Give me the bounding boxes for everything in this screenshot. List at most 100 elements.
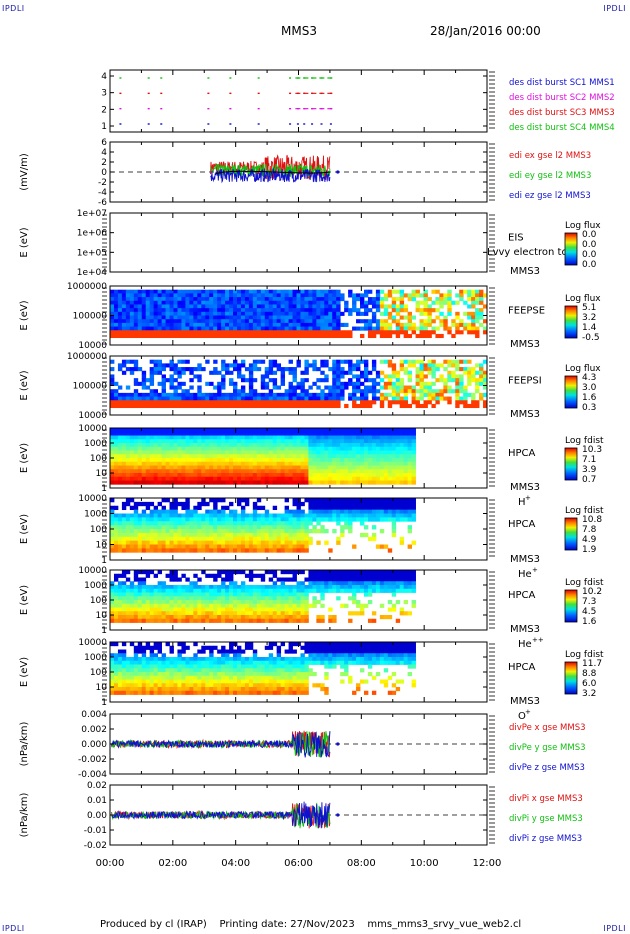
spectrogram-cell [145,603,151,608]
spectrogram-cell [272,469,278,474]
spectrogram-cell [244,330,250,335]
spectrogram-cell [137,450,143,455]
spectrogram-cell [205,297,210,302]
spectrogram-cell [332,389,337,394]
spectrogram-cell [189,596,194,601]
spectrogram-cell [189,585,194,590]
spectrogram-cell [304,521,309,526]
spectrogram-cell [479,392,484,397]
spectrogram-cell [229,544,234,549]
spectrogram-cell [324,297,329,302]
spectrogram-cell [133,333,139,339]
spectrogram-cell [240,529,246,534]
spectrogram-cell [403,308,409,313]
spectrogram-cell [419,389,424,394]
spectrogram-cell [165,403,170,409]
spectrogram-cell [213,536,218,542]
spectrogram-cell [193,454,198,459]
spectrogram-cell [387,446,393,451]
spectrogram-cell [173,577,178,582]
spectrogram-cell [316,461,321,466]
spectrogram-cell [165,400,170,405]
spectrogram-cell [240,297,246,302]
spectrogram-cell [336,389,341,394]
spectrogram-cell [240,480,246,485]
spectrogram-cell [284,596,289,601]
spectrogram-cell [399,315,405,320]
spectrogram-cell [268,618,274,623]
spectrogram-cell [169,326,174,331]
spectrogram-cell [300,615,305,620]
spectrogram-cell [193,443,198,448]
spectrogram-cell [149,304,155,309]
spectrogram-cell [304,363,309,368]
spectrogram-cell [213,297,218,302]
spectrogram-cell [367,378,373,383]
species-label: H [518,497,526,508]
spectrogram-cell [411,473,416,478]
spectrogram-cell [375,454,381,459]
spectrogram-cell [280,443,286,448]
spectrogram-cell [233,548,238,553]
spectrogram-cell [205,443,210,448]
spectrogram-cell [439,311,444,316]
spectrogram-cell [209,611,214,616]
spectrogram-cell [121,611,127,616]
spectrogram-cell [328,315,333,320]
spectrogram-cell [225,311,230,316]
colorbar-tick-label: 0.0 [582,260,597,270]
spectrogram-cell [431,403,436,409]
spectrogram-cell [133,439,139,444]
spectrogram-cell [205,521,210,526]
spectrogram-cell [288,480,293,485]
spectrogram-cell [193,592,198,597]
spectrogram-cell [213,304,218,309]
spectrogram-cell [411,289,416,294]
spectrogram-cell [209,370,214,375]
spectrogram-cell [304,469,309,474]
spectrogram-cell [225,333,230,339]
spectrogram-cell [113,532,119,538]
spectrogram-cell [236,367,242,372]
spectrogram-cell [149,611,155,616]
spectrogram-cell [177,517,182,522]
spectrogram-cell [387,381,393,386]
spectrogram-cell [110,322,115,327]
spectrogram-cell [113,322,119,327]
spectrogram-cell [371,392,377,397]
spectrogram-cell [129,293,135,298]
spectrogram-cell [217,618,222,623]
spectrogram-cell [165,293,170,298]
spectrogram-cell [356,363,361,368]
spectrogram-cell [121,297,127,302]
spectrogram-cell [157,315,162,320]
spectrogram-cell [229,600,234,605]
colorbar-tick-label: 5.1 [582,303,596,313]
spectrogram-cell [141,293,147,298]
spectrogram-cell [193,521,198,526]
spectrogram-cell [110,458,115,463]
spectrogram-cell [177,293,182,298]
spectrogram-cell [229,603,234,608]
spectrogram-cell [268,435,274,440]
spectrogram-cell [129,536,135,542]
spectrogram-cell [252,529,258,534]
spectrogram-cell [435,378,440,383]
spectrogram-cell [304,370,309,375]
spectrogram-cell [185,577,190,582]
spectrogram-cell [324,330,329,335]
spectrogram-cell [129,454,135,459]
spectrogram-cell [113,400,119,405]
spectrogram-cell [137,603,143,608]
spectrogram-cell [117,297,123,302]
spectrogram-cell [379,428,385,433]
spectrogram-cell [284,403,289,409]
spectrogram-cell [185,443,190,448]
spectrogram-cell [284,615,289,620]
spectrogram-cell [264,370,270,375]
spectrogram-cell [280,367,286,372]
spectrogram-cell [244,461,250,466]
spectrogram-cell [371,536,377,542]
spectrogram-cell [336,536,341,542]
spectrogram-cell [113,454,119,459]
